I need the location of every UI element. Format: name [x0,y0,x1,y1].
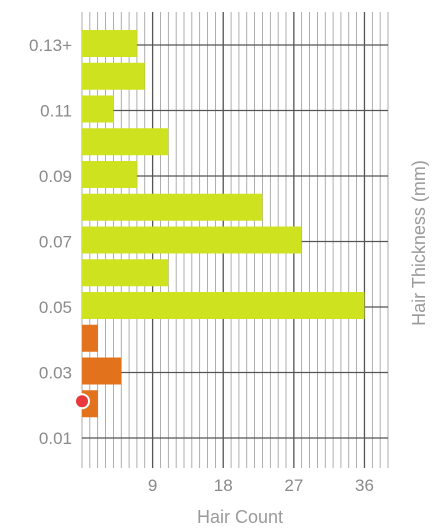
y-tick-label: 0.01 [39,429,72,448]
x-tick-label: 27 [284,476,303,495]
y-tick-label: 0.07 [39,233,72,252]
y-tick-label: 0.13+ [29,36,72,55]
y-tick-label: 0.09 [39,167,72,186]
bar [82,324,98,352]
x-tick-label: 9 [148,476,157,495]
x-tick-label: 18 [214,476,233,495]
bar [82,259,169,287]
y-tick-label: 0.11 [40,102,72,121]
x-tick-label: 36 [355,476,374,495]
bar [82,62,145,90]
threshold-dot [74,393,90,410]
bar [82,357,122,385]
y-tick-labels: 0.13+ 0.11 0.09 0.07 0.05 0.03 0.01 [29,36,72,448]
y-axis-title: Hair Thickness (mm) [409,160,429,326]
bar [82,30,137,57]
bars [82,30,365,418]
threshold-marker [74,393,90,410]
x-tick-labels: 9 18 27 36 [148,476,374,495]
y-tick-label: 0.03 [39,364,72,383]
bar [82,128,169,156]
x-axis-title: Hair Count [197,507,283,527]
y-tick-label: 0.05 [39,298,72,317]
bar [82,226,302,254]
bar [82,193,263,221]
bar [82,292,365,319]
bar [82,95,114,123]
bar [82,161,137,188]
